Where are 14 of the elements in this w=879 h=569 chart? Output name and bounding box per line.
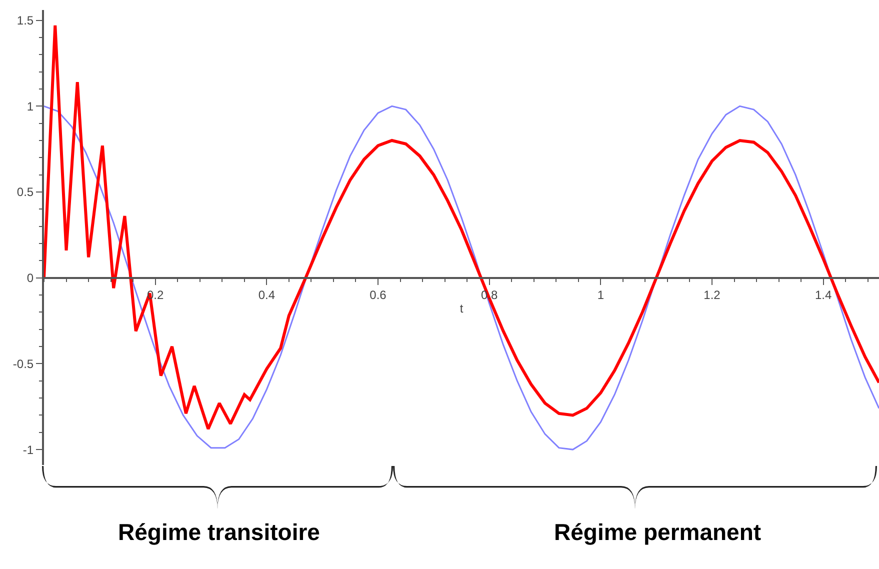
x-tick-label: 1 [597, 288, 604, 302]
x-axis-title: t [460, 302, 464, 316]
y-tick-label: 0.5 [16, 185, 34, 200]
text: Régime transitoire [118, 519, 320, 545]
y-tick-label: 0 [26, 271, 34, 286]
x-tick-label: 1.2 [704, 288, 721, 302]
y-tick-label: -1 [22, 442, 34, 457]
y-tick-label: 1.5 [16, 14, 34, 28]
x-tick-label: 1.4 [814, 288, 832, 302]
y-tick-label: 1 [26, 99, 34, 114]
x-tick-label: 0.6 [370, 288, 387, 302]
x-tick-label: 0.4 [258, 288, 276, 302]
text: Régime permanent [554, 519, 762, 545]
y-tick-label: -0.5 [12, 356, 34, 371]
